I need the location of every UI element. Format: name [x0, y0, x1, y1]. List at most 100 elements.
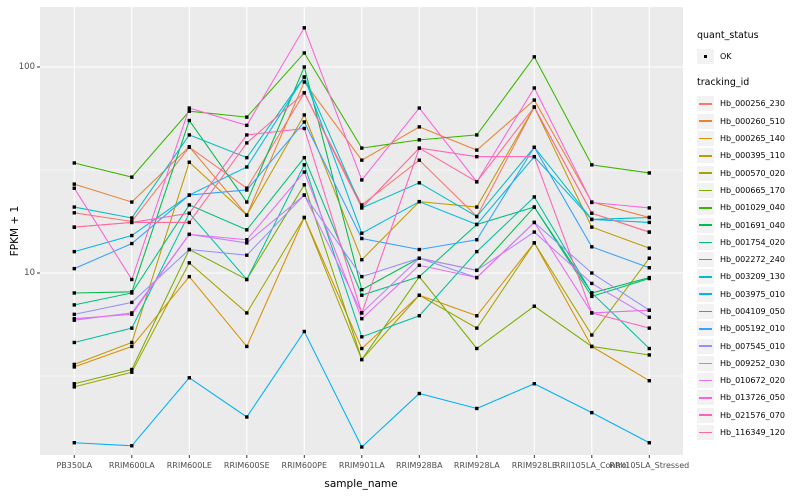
- legend-tracking-item-label: Hb_001691_040: [720, 220, 785, 230]
- data-point: [647, 315, 651, 319]
- data-point: [360, 146, 364, 150]
- data-point: [302, 163, 306, 167]
- data-point: [590, 200, 594, 205]
- legend-tracking-item-label: Hb_009252_030: [720, 358, 785, 368]
- data-point: [417, 138, 421, 142]
- data-point: [245, 344, 249, 349]
- series-color-key-icon: [697, 131, 714, 147]
- data-point: [245, 186, 249, 190]
- data-point: [130, 233, 134, 238]
- data-point: [417, 106, 421, 110]
- x-tick-label: RRIM600PE: [281, 461, 328, 470]
- legend-tracking-item-label: Hb_004109_050: [720, 307, 785, 316]
- data-point: [417, 256, 421, 260]
- data-point: [130, 220, 134, 225]
- data-point: [417, 391, 421, 396]
- x-axis-tick-labels: PB350LA RRIM600LA RRIM600LE RRIM600SE RRIM60…: [0, 461, 800, 473]
- data-point: [72, 382, 76, 386]
- series-color-key-icon: [697, 407, 714, 423]
- data-point: [417, 181, 421, 185]
- data-point: [130, 344, 134, 349]
- data-point: [417, 263, 421, 267]
- data-point: [475, 326, 479, 330]
- legend-tracking-item-label: Hb_000265_140: [720, 134, 785, 144]
- legend-tracking-item: Hb_013726_050: [697, 389, 797, 406]
- data-point: [187, 211, 191, 215]
- data-point: [532, 230, 536, 234]
- legend-tracking-item-label: Hb_000570_020: [720, 168, 785, 178]
- legend-quant-title: quant_status: [697, 30, 759, 41]
- data-point: [130, 367, 134, 372]
- data-point: [590, 344, 594, 349]
- data-point: [187, 160, 191, 164]
- data-point: [360, 293, 364, 297]
- data-point: [360, 287, 364, 292]
- series-color-key-icon: [697, 355, 714, 371]
- series-color-key-icon: [697, 113, 714, 129]
- data-point: [475, 222, 479, 227]
- data-point: [360, 236, 364, 241]
- x-tick-label: PB350LA: [56, 461, 93, 470]
- data-point: [590, 333, 594, 337]
- data-point: [532, 98, 536, 102]
- data-point: [302, 183, 306, 187]
- legend-quant-item-ok: OK: [697, 48, 797, 65]
- data-point: [475, 314, 479, 318]
- legend-tracking-item: Hb_001029_040: [697, 199, 797, 216]
- series-color-key-icon: [697, 148, 714, 164]
- data-point: [130, 340, 134, 345]
- legend-tracking-item: Hb_001754_020: [697, 234, 797, 251]
- legend-tracking-item-label: Hb_007545_010: [720, 341, 785, 351]
- data-point: [245, 253, 249, 257]
- data-point: [72, 317, 76, 321]
- series-color-key-icon: [697, 304, 714, 319]
- series-color-key-icon: [697, 390, 714, 406]
- data-point: [647, 256, 651, 260]
- data-point: [72, 303, 76, 307]
- data-point: [245, 115, 249, 119]
- data-point: [417, 158, 421, 162]
- data-point: [130, 444, 134, 448]
- data-point: [302, 170, 306, 174]
- data-point: [475, 214, 479, 219]
- data-point: [72, 225, 76, 229]
- data-point: [302, 113, 306, 117]
- legend-tracking-item: Hb_002272_240: [697, 251, 797, 268]
- data-point: [532, 382, 536, 386]
- data-point: [245, 241, 249, 245]
- data-point: [302, 26, 306, 30]
- legend-tracking-items: Hb_000256_230 Hb_000260_510 Hb_000265_140 H…: [697, 95, 797, 441]
- legend-tracking-item-label: Hb_005192_010: [720, 324, 785, 334]
- legend-tracking-item-label: Hb_002272_240: [720, 255, 785, 265]
- data-point: [360, 317, 364, 321]
- legend-tracking-item: Hb_010672_020: [697, 372, 797, 389]
- legend-tracking-item: Hb_000570_020: [697, 164, 797, 181]
- series-color-key-icon: [697, 200, 714, 216]
- data-point: [245, 155, 249, 160]
- y-tick-label: 100: [18, 62, 35, 72]
- data-point: [417, 314, 421, 318]
- data-point: [532, 55, 536, 59]
- legend-tracking-item-label: Hb_013726_050: [720, 393, 785, 403]
- data-point: [302, 75, 306, 79]
- data-point: [475, 180, 479, 184]
- data-point: [187, 376, 191, 380]
- data-point: [590, 211, 594, 215]
- legend-tracking-item-label: Hb_010672_020: [720, 376, 785, 386]
- x-tick-label: RRIM600LA: [108, 461, 155, 470]
- data-point: [532, 195, 536, 199]
- data-point: [360, 231, 364, 235]
- data-point: [590, 271, 594, 275]
- data-point: [187, 145, 191, 149]
- data-point: [72, 161, 76, 165]
- data-point: [245, 311, 249, 315]
- x-tick-label: RRIM928LE: [511, 461, 557, 470]
- legend-quant-status: quant_status OK: [697, 30, 797, 65]
- data-point: [245, 165, 249, 169]
- data-point: [187, 106, 191, 110]
- data-point: [647, 215, 651, 220]
- series-color-key-icon: [697, 286, 714, 302]
- series-color-key-icon: [697, 182, 714, 198]
